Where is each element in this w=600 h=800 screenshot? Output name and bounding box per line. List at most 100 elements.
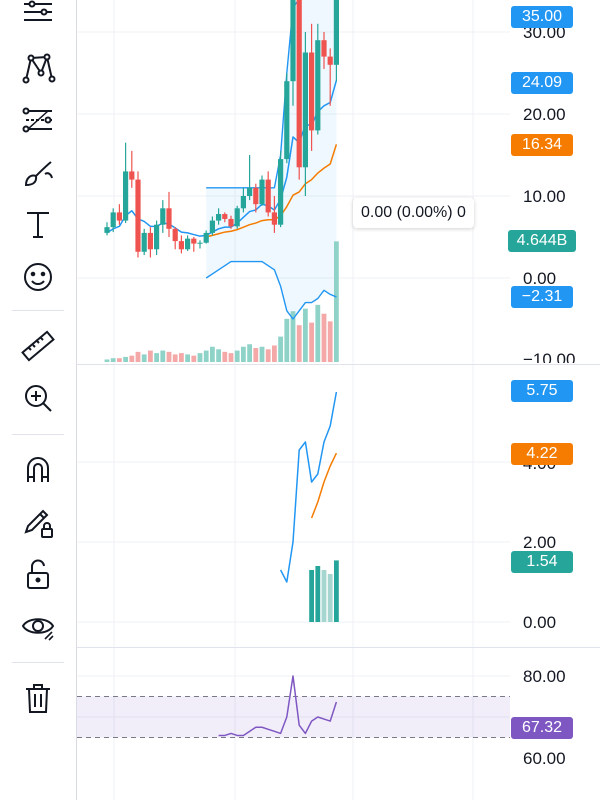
volume-bar bbox=[203, 350, 209, 362]
volume-bar bbox=[123, 356, 128, 362]
candle-body bbox=[209, 220, 215, 233]
volume-bar bbox=[216, 349, 221, 362]
crosshair-tooltip: 0.00 (0.00%) 0 bbox=[353, 198, 474, 228]
volume-bar bbox=[154, 353, 159, 362]
rsi-axis-tick: 80.00 bbox=[523, 667, 566, 686]
volume-bar bbox=[135, 351, 141, 362]
macd-line bbox=[279, 391, 338, 583]
volume-bar bbox=[166, 351, 172, 362]
volume-bar bbox=[247, 344, 252, 362]
toolbar-separator bbox=[12, 310, 64, 311]
trash-icon bbox=[26, 684, 50, 713]
fib-retracement-icon bbox=[22, 107, 52, 133]
emoji-tool[interactable] bbox=[14, 254, 62, 298]
candle-body bbox=[166, 208, 172, 229]
volume-bar bbox=[228, 353, 234, 362]
candle-body bbox=[110, 212, 116, 228]
candle-body bbox=[197, 242, 203, 244]
rsi-value-label: 67.32 bbox=[511, 717, 573, 739]
candle-body bbox=[172, 228, 178, 242]
text-icon bbox=[27, 212, 49, 238]
volume-bar bbox=[278, 336, 283, 362]
volume-bar bbox=[197, 353, 203, 362]
candle-body bbox=[185, 238, 191, 250]
volume-bar bbox=[253, 348, 259, 362]
candle-body bbox=[222, 214, 228, 219]
volume-bar bbox=[172, 354, 178, 362]
lower-band-price-label: −2.31 bbox=[511, 286, 573, 308]
candle-body bbox=[265, 179, 271, 213]
volume-bar bbox=[296, 325, 302, 362]
eye-icon bbox=[21, 618, 55, 641]
padlock-icon bbox=[27, 559, 49, 589]
candle-body bbox=[290, 0, 296, 82]
delete-tool[interactable] bbox=[14, 676, 62, 720]
candle-body bbox=[160, 208, 166, 225]
volume-bar bbox=[315, 304, 321, 362]
toolbar-separator bbox=[12, 434, 64, 435]
volume-bar bbox=[259, 346, 265, 362]
candle-body bbox=[191, 238, 197, 244]
text-tool[interactable] bbox=[14, 202, 62, 246]
candle-body bbox=[129, 171, 135, 180]
candle-body bbox=[147, 232, 153, 250]
volume-bar bbox=[309, 322, 314, 362]
volume-bar bbox=[284, 318, 290, 362]
measure-tool[interactable] bbox=[14, 324, 62, 368]
macd-signal-line bbox=[310, 452, 338, 519]
volume-label: 4.644B bbox=[508, 230, 576, 252]
candle-body bbox=[116, 212, 122, 221]
macd-signal-label: 4.22 bbox=[511, 443, 573, 465]
lines-tool[interactable] bbox=[14, 0, 62, 36]
candle-body bbox=[327, 56, 333, 65]
xabcd-pattern-icon bbox=[22, 53, 56, 84]
lock-drawing-tool[interactable] bbox=[14, 500, 62, 544]
candle-body bbox=[259, 179, 265, 205]
candle-body bbox=[240, 196, 246, 209]
macd-axis-tick: 0.00 bbox=[523, 613, 557, 632]
volume-bar bbox=[117, 358, 122, 362]
macd-axis-tick: 2.00 bbox=[523, 533, 557, 552]
volume-bar bbox=[265, 349, 271, 362]
hide-tool[interactable] bbox=[14, 604, 62, 648]
macd-histogram-bar bbox=[315, 566, 321, 622]
macd-histogram-label: 1.54 bbox=[511, 551, 573, 573]
price-axis-tick: −10.00 bbox=[523, 350, 576, 369]
lock-all-tool[interactable] bbox=[14, 552, 62, 596]
rsi-band-fill bbox=[77, 696, 510, 738]
volume-bar bbox=[210, 346, 215, 362]
volume-bar bbox=[141, 354, 147, 362]
ruler-icon bbox=[21, 330, 55, 362]
volume-bar bbox=[148, 350, 153, 362]
pattern-tool[interactable] bbox=[14, 46, 62, 90]
volume-bar bbox=[191, 355, 197, 362]
chart-canvas[interactable] bbox=[77, 0, 600, 800]
candle-body bbox=[228, 218, 234, 227]
chart-area[interactable]: 30.00 20.00 10.00 0.00 −10.00 35.00 24.0… bbox=[77, 0, 600, 800]
toolbar-separator bbox=[12, 662, 64, 663]
candle-body bbox=[104, 227, 110, 233]
macd-histogram-bar bbox=[321, 570, 327, 622]
candle-body bbox=[178, 241, 184, 250]
brush-icon bbox=[24, 161, 53, 187]
rsi-line bbox=[218, 675, 338, 737]
brush-tool[interactable] bbox=[14, 150, 62, 194]
candle-body bbox=[247, 187, 253, 196]
bollinger-upper-line bbox=[206, 0, 300, 189]
volume-bar bbox=[327, 321, 333, 362]
volume-bar bbox=[104, 359, 110, 362]
candle-body bbox=[154, 224, 160, 250]
candle-body bbox=[296, 0, 302, 168]
upper-band-price-label: 35.00 bbox=[511, 6, 573, 28]
volume-bar bbox=[241, 346, 246, 362]
magnet-tool[interactable] bbox=[14, 448, 62, 492]
macd-histogram-bar bbox=[327, 574, 333, 622]
fib-tool[interactable] bbox=[14, 98, 62, 142]
volume-bar bbox=[303, 308, 308, 362]
price-axis-tick: 10.00 bbox=[523, 187, 566, 206]
pencil-lock-icon bbox=[24, 509, 53, 538]
macd-line-label: 5.75 bbox=[511, 380, 573, 402]
macd-histogram-bar bbox=[334, 560, 339, 622]
zoom-tool[interactable] bbox=[14, 376, 62, 420]
volume-bar bbox=[129, 355, 135, 362]
